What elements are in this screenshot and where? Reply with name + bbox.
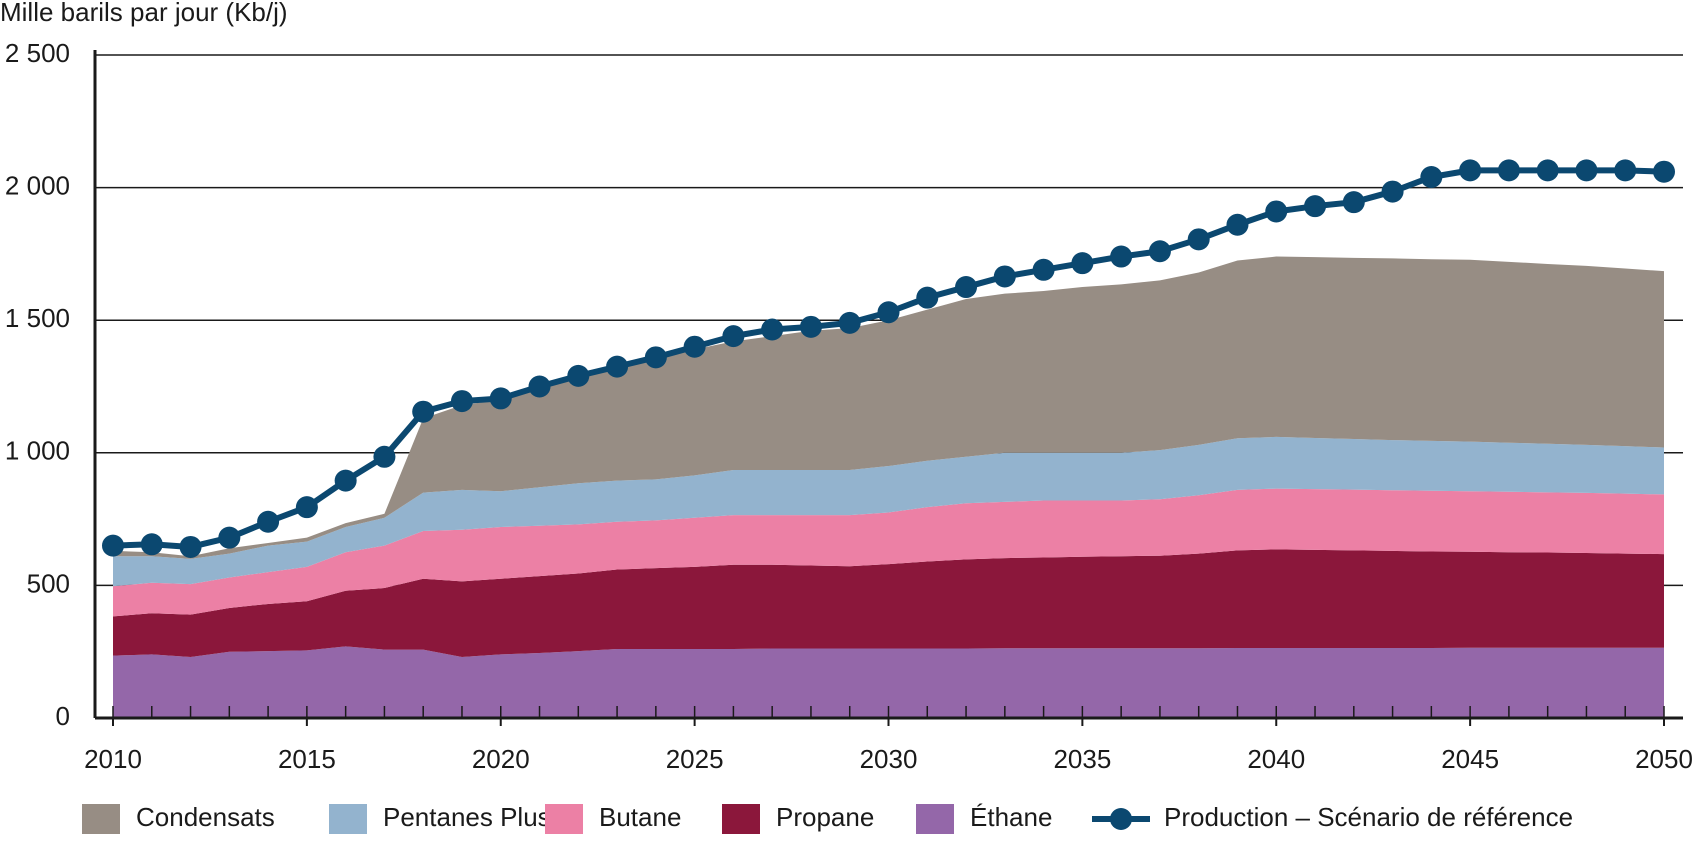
- line-marker: [489, 387, 512, 410]
- legend-label: Butane: [599, 802, 681, 832]
- x-tick-label: 2025: [666, 744, 724, 774]
- line-marker: [528, 375, 551, 398]
- line-marker: [606, 355, 629, 378]
- legend-swatch: [916, 804, 954, 834]
- x-tick-label: 2020: [472, 744, 530, 774]
- legend-label: Pentanes Plus: [383, 802, 551, 832]
- y-tick-label: 2 500: [5, 38, 70, 68]
- line-marker: [799, 315, 822, 338]
- line-marker: [295, 496, 318, 519]
- area: [113, 549, 1664, 658]
- line-marker: [1265, 200, 1288, 223]
- line-marker: [916, 286, 939, 309]
- y-tick-label: 500: [27, 568, 70, 598]
- area: [113, 646, 1664, 718]
- line-marker: [1536, 159, 1559, 182]
- areas: [113, 256, 1664, 718]
- legend-swatch: [722, 804, 760, 834]
- y-tick-label: 1 000: [5, 436, 70, 466]
- legend-label: Éthane: [970, 802, 1052, 832]
- x-tick-label: 2030: [860, 744, 918, 774]
- line-marker: [1032, 258, 1055, 281]
- x-tick-label: 2035: [1053, 744, 1111, 774]
- line-marker: [877, 301, 900, 324]
- line-marker: [102, 534, 124, 557]
- line-marker: [412, 400, 435, 423]
- line-marker: [1304, 195, 1327, 218]
- line-marker: [140, 533, 163, 556]
- legend-swatch: [545, 804, 583, 834]
- line-marker: [683, 335, 706, 358]
- line-marker: [644, 346, 667, 369]
- area: [113, 488, 1664, 617]
- legend-swatch: [1110, 808, 1132, 830]
- line-marker: [1110, 245, 1133, 268]
- y-tick-label: 2 000: [5, 170, 70, 200]
- line-marker: [179, 535, 202, 558]
- line-marker: [567, 364, 590, 387]
- legend-label: Production – Scénario de référence: [1164, 802, 1573, 832]
- x-tick-label: 2010: [84, 744, 142, 774]
- x-tick-label: 2015: [278, 744, 336, 774]
- line-marker: [1071, 252, 1094, 275]
- x-tick-label: 2050: [1635, 744, 1693, 774]
- line-marker: [993, 265, 1016, 288]
- line-marker: [1653, 160, 1675, 183]
- line-marker: [1381, 180, 1404, 203]
- line-marker: [1575, 159, 1598, 182]
- legend-label: Condensats: [136, 802, 275, 832]
- line-marker: [1459, 159, 1482, 182]
- area: [113, 436, 1664, 587]
- line-marker: [334, 469, 357, 492]
- line-marker: [1420, 165, 1443, 188]
- line-marker: [1497, 159, 1520, 182]
- line-marker: [1614, 159, 1637, 182]
- legend-swatch: [82, 804, 120, 834]
- y-axis-label: Mille barils par jour (Kb/j): [0, 0, 288, 27]
- line-marker: [218, 526, 241, 549]
- x-tick-label: 2045: [1441, 744, 1499, 774]
- line-marker: [257, 510, 280, 533]
- legend-label: Propane: [776, 802, 874, 832]
- lines: [102, 159, 1675, 558]
- line-marker: [1187, 228, 1210, 251]
- line-marker: [373, 445, 396, 468]
- line-marker: [955, 276, 978, 299]
- area: [113, 256, 1664, 559]
- line-marker: [761, 318, 784, 341]
- line-marker: [838, 311, 861, 334]
- line-marker: [450, 390, 473, 413]
- y-tick-label: 1 500: [5, 303, 70, 333]
- legend-swatch: [329, 804, 367, 834]
- line-marker: [1342, 191, 1365, 214]
- axes: [93, 50, 1683, 726]
- line-marker: [722, 325, 745, 348]
- y-tick-label: 0: [56, 701, 70, 731]
- line-marker: [1148, 240, 1171, 263]
- x-tick-label: 2040: [1247, 744, 1305, 774]
- line-marker: [1226, 213, 1249, 236]
